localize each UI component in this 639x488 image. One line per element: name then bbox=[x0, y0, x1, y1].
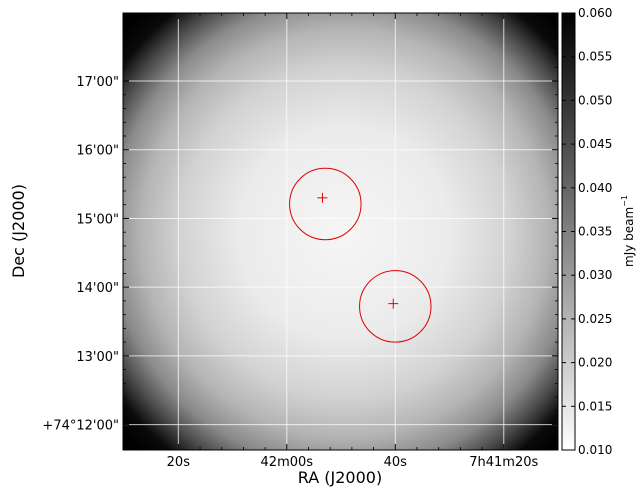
colorbar-tick-label-5: 0.035 bbox=[578, 225, 612, 239]
colorbar-tick-label-7: 0.045 bbox=[578, 137, 612, 151]
colorbar-tick-label-0: 0.010 bbox=[578, 443, 612, 457]
y-tick-label-1: 13'00" bbox=[76, 350, 119, 365]
colorbar-tick-label-6: 0.040 bbox=[578, 181, 612, 195]
y-axis-label: Dec (J2000) bbox=[9, 184, 28, 278]
x-tick-label-2: 40s bbox=[384, 455, 408, 470]
colorbar-tick-label-1: 0.015 bbox=[578, 399, 612, 413]
colorbar-tick-label-3: 0.025 bbox=[578, 312, 612, 326]
x-tick-label-1: 42m00s bbox=[261, 455, 314, 470]
y-tick-label-5: 17'00" bbox=[76, 75, 119, 90]
colorbar-tick-label-8: 0.050 bbox=[578, 93, 612, 107]
source-markers bbox=[289, 167, 432, 343]
plot-frame bbox=[122, 12, 559, 451]
x-tick-label-0: 20s bbox=[167, 455, 191, 470]
y-tick-label-3: 15'00" bbox=[76, 212, 119, 227]
colorbar-tick-label-10: 0.060 bbox=[578, 6, 612, 20]
colorbar-tick-label-9: 0.055 bbox=[578, 50, 612, 64]
x-tick-labels: 20s 42m00s 40s 7h41m20s bbox=[167, 455, 539, 470]
x-tick-label-3: 7h41m20s bbox=[469, 455, 538, 470]
y-tick-labels: +74°12'00" 13'00" 14'00" 15'00" 16'00" 17'00" bbox=[42, 75, 119, 434]
colorbar-label: mJy beam−1 bbox=[620, 195, 636, 267]
grid-lines bbox=[123, 13, 558, 450]
heatmap-image bbox=[123, 13, 558, 450]
y-tick-label-4: 16'00" bbox=[76, 144, 119, 159]
source-circle-1 bbox=[359, 270, 432, 343]
colorbar-label-exponent: −1 bbox=[620, 195, 629, 207]
y-tick-label-0: +74°12'00" bbox=[42, 419, 119, 434]
colorbar-tick-label-4: 0.030 bbox=[578, 268, 612, 282]
colorbar-ticks bbox=[562, 12, 575, 451]
x-axis-label: RA (J2000) bbox=[298, 468, 382, 487]
colorbar-tick-label-2: 0.020 bbox=[578, 356, 612, 370]
y-tick-label-2: 14'00" bbox=[76, 281, 119, 296]
colorbar-tick-labels: 0.010 0.015 0.020 0.025 0.030 0.035 0.040 0.045… bbox=[578, 6, 612, 457]
colorbar-label-text: mJy beam bbox=[622, 207, 636, 267]
source-circle-0 bbox=[289, 167, 362, 241]
axis-ticks bbox=[123, 13, 558, 450]
